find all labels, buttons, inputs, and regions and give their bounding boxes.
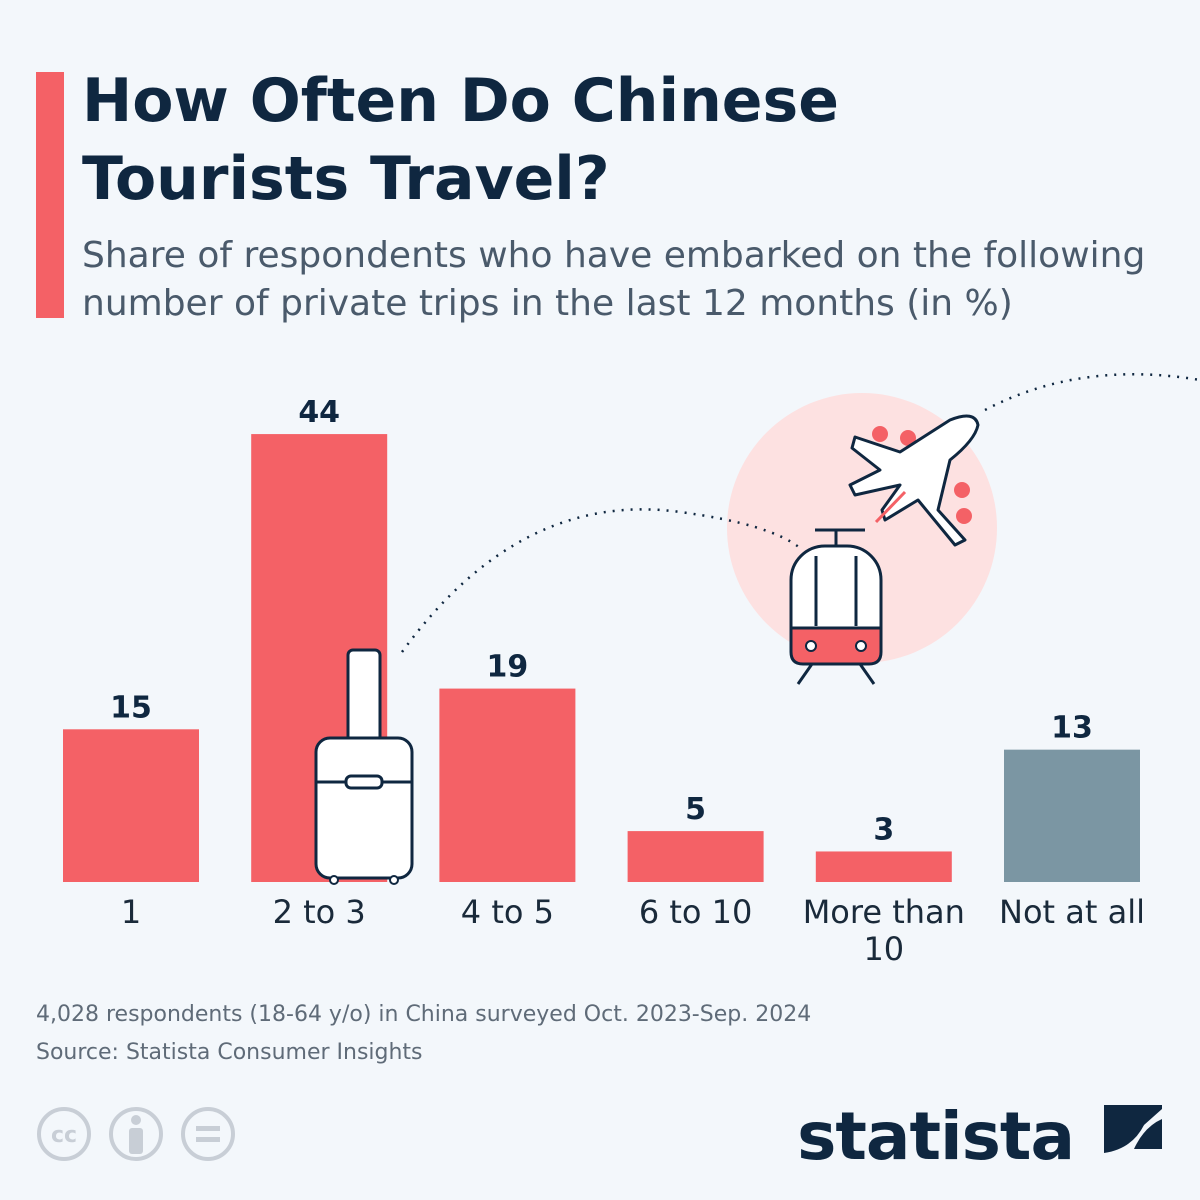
- source: Source: Statista Consumer Insights: [36, 1040, 423, 1065]
- suitcase: [314, 648, 414, 885]
- value-label: 5: [685, 792, 706, 827]
- bar: [815, 851, 952, 882]
- value-label: 44: [298, 395, 340, 430]
- chart-subtitle: Share of respondents who have embarked o…: [82, 235, 1146, 324]
- x-tick-label: 4 to 5: [460, 893, 554, 931]
- bar: [439, 688, 576, 882]
- x-tick-label: Not at all: [999, 893, 1145, 931]
- value-label: 15: [110, 690, 152, 725]
- brand-name: statista: [797, 1098, 1075, 1175]
- license-icons: cc: [37, 1107, 235, 1161]
- x-tick-label: 2 to 3: [272, 893, 366, 931]
- accent-bar: [36, 72, 64, 318]
- value-label: 3: [873, 812, 894, 847]
- bar: [627, 831, 764, 882]
- svg-text:cc: cc: [51, 1123, 77, 1148]
- note: 4,028 respondents (18-64 y/o) in China s…: [36, 1002, 812, 1027]
- bar: [1004, 749, 1140, 882]
- x-tick-label: 6 to 10: [638, 893, 753, 931]
- illustration: [400, 373, 1200, 685]
- chart: 15 44 19 5 3 13: [63, 373, 1200, 885]
- brand-mark: [1104, 1105, 1162, 1163]
- chart-title: How Often Do Chinese Tourists Travel?: [82, 66, 839, 214]
- value-label: 19: [487, 650, 529, 685]
- x-tick-label: More than 10: [802, 893, 965, 968]
- bar: [63, 729, 199, 882]
- value-label: 13: [1051, 711, 1093, 746]
- x-tick-label: 1: [120, 893, 142, 931]
- brand-logo: statista: [797, 1098, 1162, 1175]
